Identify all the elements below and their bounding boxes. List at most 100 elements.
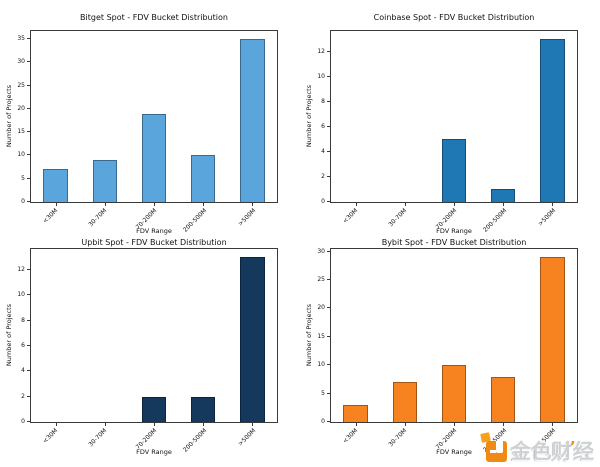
y-tick xyxy=(327,125,330,127)
y-tick xyxy=(27,421,30,422)
bar-200-500M xyxy=(490,376,516,422)
jinse-logo-icon xyxy=(480,432,508,462)
y-tick-label: 2 xyxy=(21,392,25,400)
x-tick xyxy=(404,203,406,206)
bar-30-70M xyxy=(392,382,418,422)
y-tick xyxy=(27,107,30,109)
y-tick xyxy=(27,201,30,202)
plot-area: 0 5 10 15 20 25 30 35 xyxy=(17,30,278,206)
chart-bybit-spot: Bybit Spot - FDV Bucket Distribution Num… xyxy=(300,235,600,467)
y-tick xyxy=(327,250,330,252)
y-tick-label: 0 xyxy=(21,198,25,205)
x-tick xyxy=(252,203,254,206)
y-axis-label: Number of Projects xyxy=(305,84,313,148)
y-tick xyxy=(27,84,30,86)
x-tick xyxy=(252,423,254,426)
y-tick-label: 15 xyxy=(17,128,25,136)
y-tick-label: 6 xyxy=(21,341,25,349)
y-tick-label: 5 xyxy=(321,389,325,397)
chart-title: Coinbase Spot - FDV Bucket Distribution xyxy=(373,13,535,22)
x-tick xyxy=(355,423,357,426)
bar->500M xyxy=(540,39,565,202)
y-tick-label: 12 xyxy=(317,47,325,55)
y-tick xyxy=(327,50,330,52)
y-tick xyxy=(27,61,30,63)
x-tick xyxy=(104,203,106,206)
y-tick xyxy=(327,392,330,394)
x-tick xyxy=(503,423,505,426)
x-axis-label: FDV Range xyxy=(436,448,472,456)
jinse-finance-watermark: 金色财’经 xyxy=(480,432,594,462)
y-tick-label: 8 xyxy=(321,97,325,105)
logo-big-square xyxy=(486,441,507,462)
x-tick xyxy=(454,203,455,206)
y-tick-label: 12 xyxy=(17,265,25,273)
y-tick-label: 6 xyxy=(321,122,325,130)
bar->500M xyxy=(240,257,265,422)
bar-200-500M xyxy=(490,189,516,202)
y-tick xyxy=(327,175,330,177)
y-tick-label: 0 xyxy=(321,418,325,425)
y-tick-label: 15 xyxy=(317,332,325,340)
y-tick xyxy=(27,268,30,270)
chart-title: Upbit Spot - FDV Bucket Distribution xyxy=(81,238,227,247)
y-tick-label: 30 xyxy=(317,247,325,255)
x-tick xyxy=(503,203,505,206)
chart-upbit-spot: Upbit Spot - FDV Bucket Distribution Num… xyxy=(0,235,300,467)
x-tick xyxy=(55,203,57,206)
x-tick xyxy=(203,423,205,426)
bar-<30M xyxy=(43,169,68,202)
y-tick xyxy=(27,395,30,397)
chart-bitget-spot: Bitget Spot - FDV Bucket Distribution Nu… xyxy=(0,0,300,235)
y-tick xyxy=(327,421,330,422)
x-tick xyxy=(55,423,57,426)
bar-<30M xyxy=(343,404,368,422)
y-tick xyxy=(327,364,330,366)
y-tick-label: 8 xyxy=(21,316,25,324)
y-tick-label: 0 xyxy=(321,198,325,205)
y-axis-label: Number of Projects xyxy=(5,84,13,148)
y-tick xyxy=(27,154,30,156)
y-tick-label: 0 xyxy=(21,418,25,425)
plot-area: 0 2 4 6 8 10 12 xyxy=(317,30,578,206)
x-tick xyxy=(355,203,357,206)
chart-title: Bybit Spot - FDV Bucket Distribution xyxy=(381,238,527,247)
bar-30-70M xyxy=(92,160,118,202)
bar->500M xyxy=(540,257,565,422)
y-axis-label: Number of Projects xyxy=(5,303,13,367)
y-tick-label: 20 xyxy=(17,104,25,112)
y-axis-label: Number of Projects xyxy=(305,303,313,367)
y-tick xyxy=(327,335,330,337)
chart-coinbase-spot: Coinbase Spot - FDV Bucket Distribution … xyxy=(300,0,600,235)
bar->500M xyxy=(240,39,265,202)
plot-area: 0 5 10 15 20 25 30 xyxy=(317,248,578,426)
x-tick xyxy=(203,203,205,206)
y-tick xyxy=(27,38,30,40)
x-tick xyxy=(404,423,406,426)
logo-j-notch xyxy=(496,441,503,453)
y-tick xyxy=(327,75,330,77)
y-tick-label: 4 xyxy=(321,147,325,155)
y-tick xyxy=(327,100,330,102)
x-tick xyxy=(104,423,106,426)
y-tick-label: 4 xyxy=(21,367,25,375)
watermark-text-left: 金色财 xyxy=(511,439,573,463)
y-tick-label: 20 xyxy=(317,304,325,312)
x-tick xyxy=(552,423,554,426)
y-tick-label: 2 xyxy=(321,172,325,180)
bar-70-200M xyxy=(141,113,167,202)
y-tick xyxy=(327,307,330,309)
chart-title: Bitget Spot - FDV Bucket Distribution xyxy=(80,13,228,22)
y-tick xyxy=(327,150,330,152)
bar-200-500M xyxy=(190,396,216,422)
y-tick xyxy=(27,131,30,133)
x-tick xyxy=(552,203,554,206)
watermark-text: 金色财’经 xyxy=(511,440,594,462)
x-axis-label: FDV Range xyxy=(136,227,172,235)
bar-70-200M xyxy=(441,365,467,422)
x-axis-label: FDV Range xyxy=(136,448,172,456)
bar-70-200M xyxy=(141,396,167,422)
y-tick xyxy=(27,294,30,296)
y-tick-label: 10 xyxy=(17,151,25,159)
y-tick xyxy=(27,370,30,372)
